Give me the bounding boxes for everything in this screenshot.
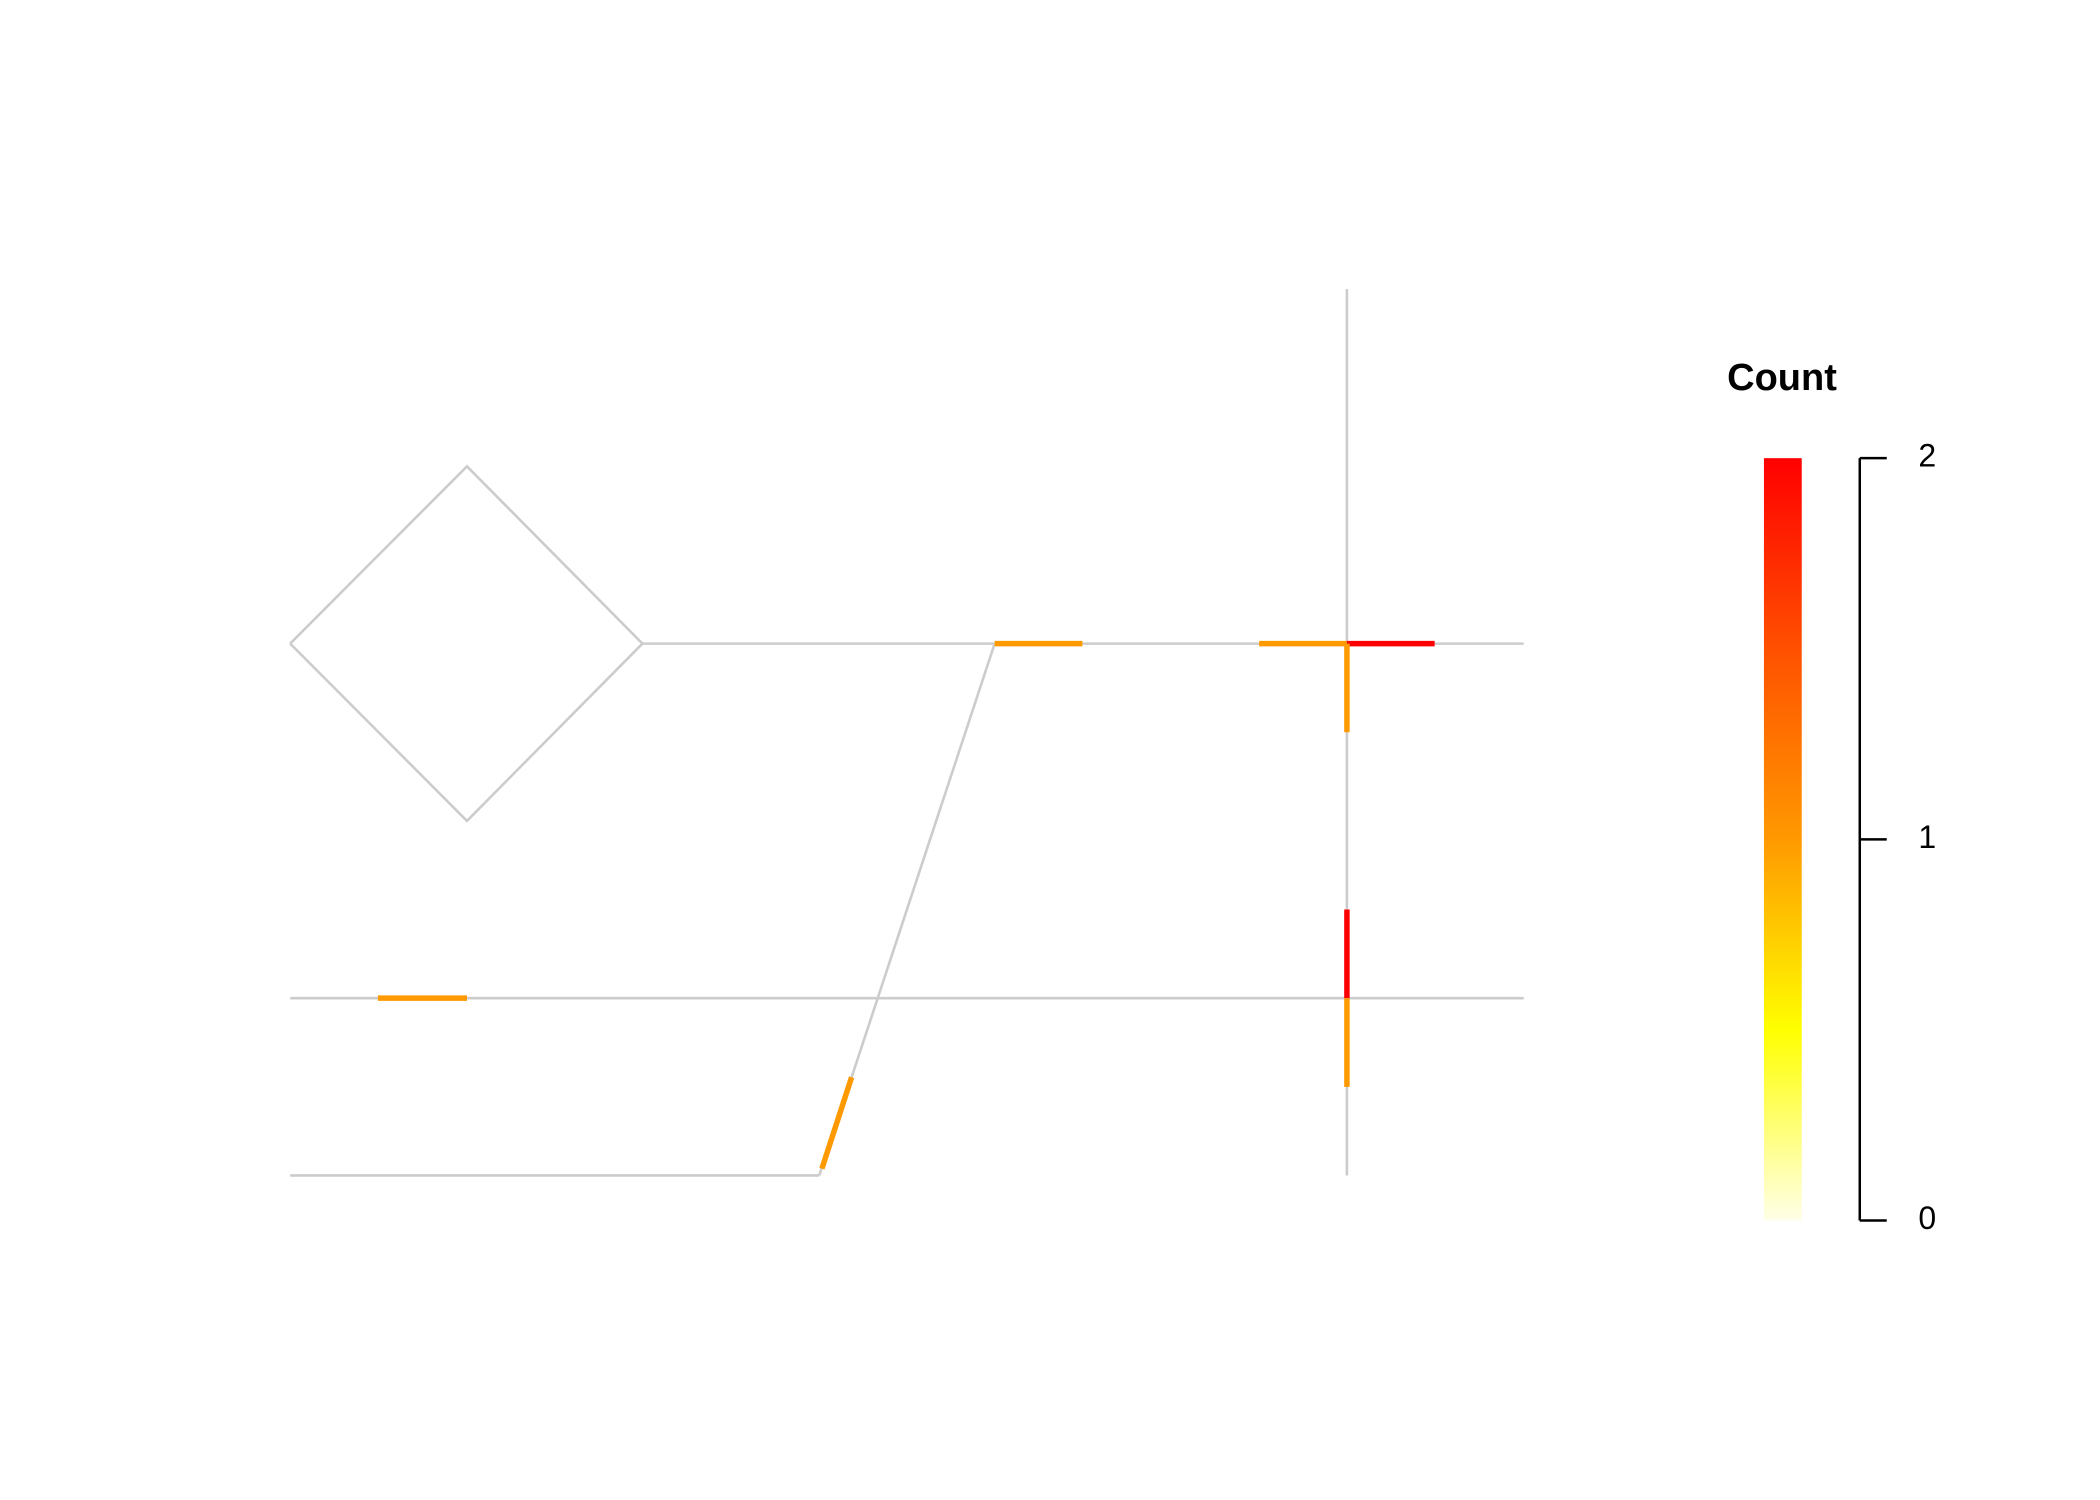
legend-title: Count: [1727, 357, 1837, 399]
colorbar-tick-label: 1: [1918, 819, 1936, 855]
colorbar: [1763, 458, 1802, 1221]
count-segment: [819, 1076, 855, 1170]
network-edge: [289, 464, 645, 823]
colorbar-tick-label: 2: [1918, 438, 1936, 474]
colorbar-tick-label: 0: [1918, 1200, 1936, 1236]
